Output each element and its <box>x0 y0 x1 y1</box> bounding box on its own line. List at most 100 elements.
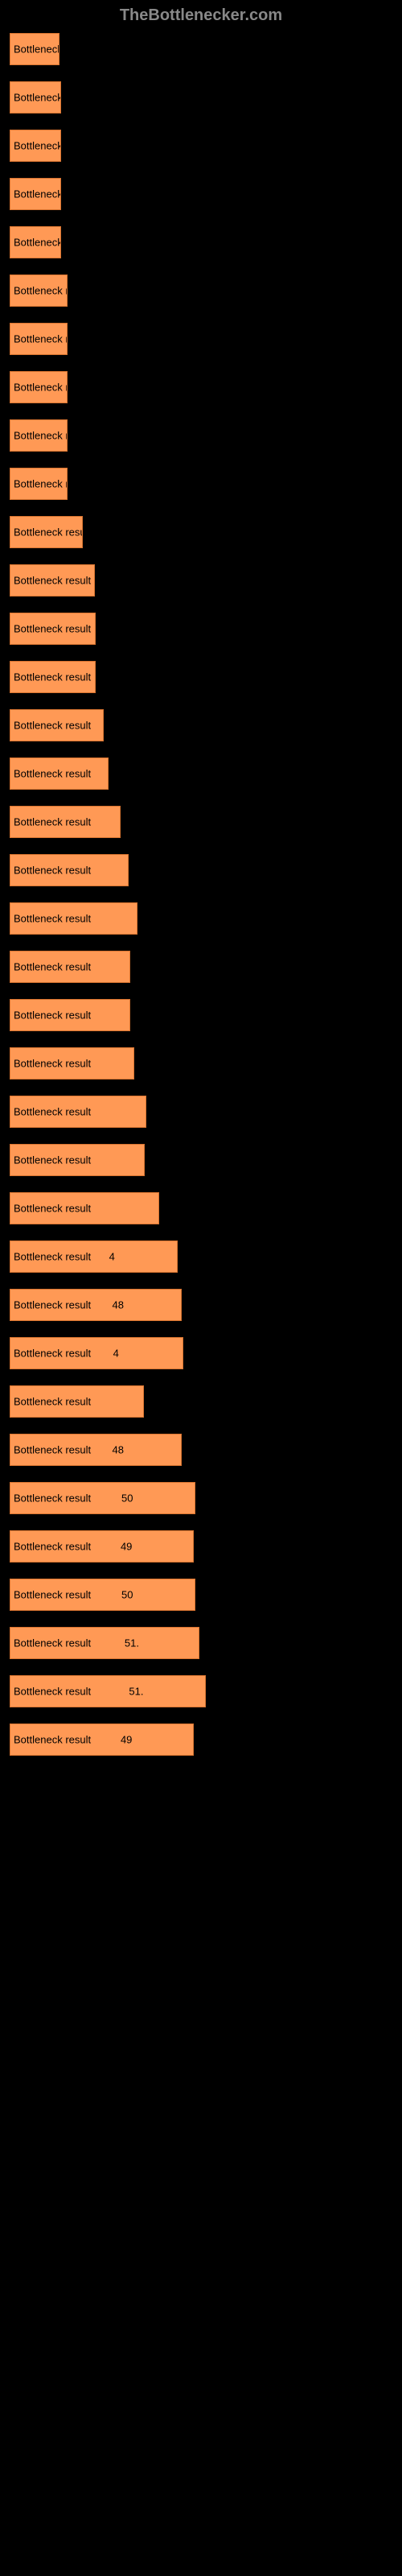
bar-value: 48 <box>113 1299 124 1311</box>
chart-row: Bottleneck result <box>10 275 392 307</box>
chart-row: Bottleneck result <box>10 419 392 452</box>
chart-bar: Bottleneck result 49 <box>10 1724 194 1756</box>
bar-label: Bottleneck result <box>14 671 91 683</box>
chart-bar: Bottleneck result <box>10 854 129 886</box>
chart-bar: Bottleneck result <box>10 419 68 452</box>
bar-label: Bottleneck result <box>14 865 91 877</box>
chart-row: Bottleneck result <box>10 1385 392 1418</box>
chart-bar: Bottleneck result 50 <box>10 1482 195 1514</box>
bar-label: Bottleneck result <box>14 1203 91 1215</box>
chart-row: Bottleneck result <box>10 709 392 741</box>
chart-row: Bottleneck result <box>10 758 392 790</box>
bar-label: Bottleneck result <box>14 768 91 780</box>
bar-value: 50 <box>121 1589 133 1601</box>
bar-label: Bottleneck result <box>14 1541 91 1553</box>
chart-row: Bottleneck result <box>10 661 392 693</box>
chart-row: Bottleneck result <box>10 1144 392 1176</box>
chart-row: Bottleneck result <box>10 516 392 548</box>
chart-bar: Bottleneck result <box>10 1096 146 1128</box>
chart-bar: Bottleneck result <box>10 613 96 645</box>
chart-bar: Bottleneck result <box>10 178 61 210</box>
bar-label: Bottleneck result <box>14 1058 91 1070</box>
bar-value: 4 <box>109 1251 115 1263</box>
bar-label: Bottleneck result <box>14 913 91 925</box>
chart-bar: Bottleneck result 4 <box>10 1241 178 1273</box>
bar-label: Bottleneck result <box>14 1154 91 1166</box>
bar-value: 48 <box>113 1444 124 1456</box>
bar-label: Bottleneck result <box>14 1396 91 1408</box>
page-title: TheBottlenecker.com <box>10 6 392 25</box>
chart-bar: Bottleneck result 51. <box>10 1675 206 1707</box>
chart-bar: Bottleneck result <box>10 999 130 1031</box>
chart-row: Bottleneck result 4 <box>10 1241 392 1273</box>
bar-label: Bottleneck result <box>14 816 91 828</box>
chart-bar: Bottleneck result <box>10 564 95 597</box>
chart-row: Bottleneck result <box>10 999 392 1031</box>
chart-bar: Bottleneck result50 <box>10 1579 195 1611</box>
bar-label: Bottleneck result <box>14 1348 91 1360</box>
chart-bar: Bottleneck result <box>10 806 121 838</box>
bar-value: 51. <box>129 1686 143 1698</box>
bar-value: 50 <box>121 1492 133 1505</box>
bar-label: Bottleneck result <box>14 1106 91 1118</box>
chart-row: Bottleneck result4 <box>10 1337 392 1369</box>
chart-bar: Bottleneck result <box>10 81 61 114</box>
chart-bar: Bottleneck result <box>10 758 109 790</box>
bar-label: Bottleneck result <box>14 1009 91 1022</box>
chart-row: Bottleneck result <box>10 951 392 983</box>
chart-bar: Bottleneck result <box>10 951 130 983</box>
chart-row: Bottleneck result 50 <box>10 1482 392 1514</box>
chart-row: Bottleneck result <box>10 33 392 65</box>
bar-label: Bottleneck result <box>14 1492 91 1505</box>
bar-value: 49 <box>121 1734 132 1746</box>
chart-bar: Bottleneck result <box>10 275 68 307</box>
bar-label: Bottleneck result <box>14 43 59 56</box>
chart-row: Bottleneck result 51. <box>10 1675 392 1707</box>
chart-bar: Bottleneck result49 <box>10 1530 194 1563</box>
chart-row: Bottleneck result <box>10 468 392 500</box>
chart-row: Bottleneck result <box>10 902 392 935</box>
chart-row: Bottleneck result50 <box>10 1579 392 1611</box>
bar-label: Bottleneck result <box>14 1637 91 1649</box>
chart-bar: Bottleneck result <box>10 33 59 65</box>
chart-row: Bottleneck result <box>10 130 392 162</box>
chart-row: Bottleneck result 49 <box>10 1724 392 1756</box>
bar-label: Bottleneck result <box>14 92 61 104</box>
bar-label: Bottleneck result <box>14 188 61 200</box>
chart-row: Bottleneck result <box>10 1192 392 1224</box>
chart-row: Bottleneck result <box>10 854 392 886</box>
chart-row: Bottleneck result <box>10 178 392 210</box>
chart-bar: Bottleneck result <box>10 468 68 500</box>
chart-bar: Bottleneck result51. <box>10 1627 199 1659</box>
chart-bar: Bottleneck result <box>10 226 61 258</box>
bar-label: Bottleneck result <box>14 1251 91 1263</box>
bar-label: Bottleneck result <box>14 1734 91 1746</box>
chart-bar: Bottleneck result <box>10 516 83 548</box>
chart-row: Bottleneck result <box>10 371 392 403</box>
bar-label: Bottleneck result <box>14 430 68 442</box>
chart-bar: Bottleneck result <box>10 1047 134 1080</box>
chart-bar: Bottleneck result <box>10 1385 144 1418</box>
bar-label: Bottleneck result <box>14 1686 91 1698</box>
bar-label: Bottleneck result <box>14 623 91 635</box>
chart-row: Bottleneck result <box>10 564 392 597</box>
chart-row: Bottleneck result <box>10 1096 392 1128</box>
chart-bar: Bottleneck result <box>10 1192 159 1224</box>
bar-label: Bottleneck result <box>14 575 91 587</box>
chart-bar: Bottleneck result <box>10 323 68 355</box>
chart-row: Bottleneck result48 <box>10 1289 392 1321</box>
chart-row: Bottleneck result51. <box>10 1627 392 1659</box>
chart-row: Bottleneck result48 <box>10 1434 392 1466</box>
bar-label: Bottleneck result <box>14 382 68 394</box>
bar-label: Bottleneck result <box>14 526 83 539</box>
chart-bar: Bottleneck result <box>10 902 137 935</box>
chart-bar: Bottleneck result48 <box>10 1289 182 1321</box>
chart-bar: Bottleneck result <box>10 709 104 741</box>
bottleneck-bar-chart: Bottleneck result Bottleneck result Bottle… <box>10 33 392 1756</box>
bar-label: Bottleneck result <box>14 237 61 249</box>
chart-bar: Bottleneck result <box>10 661 96 693</box>
bar-label: Bottleneck result <box>14 478 68 490</box>
chart-bar: Bottleneck result <box>10 1144 145 1176</box>
chart-row: Bottleneck result <box>10 323 392 355</box>
chart-row: Bottleneck result <box>10 226 392 258</box>
